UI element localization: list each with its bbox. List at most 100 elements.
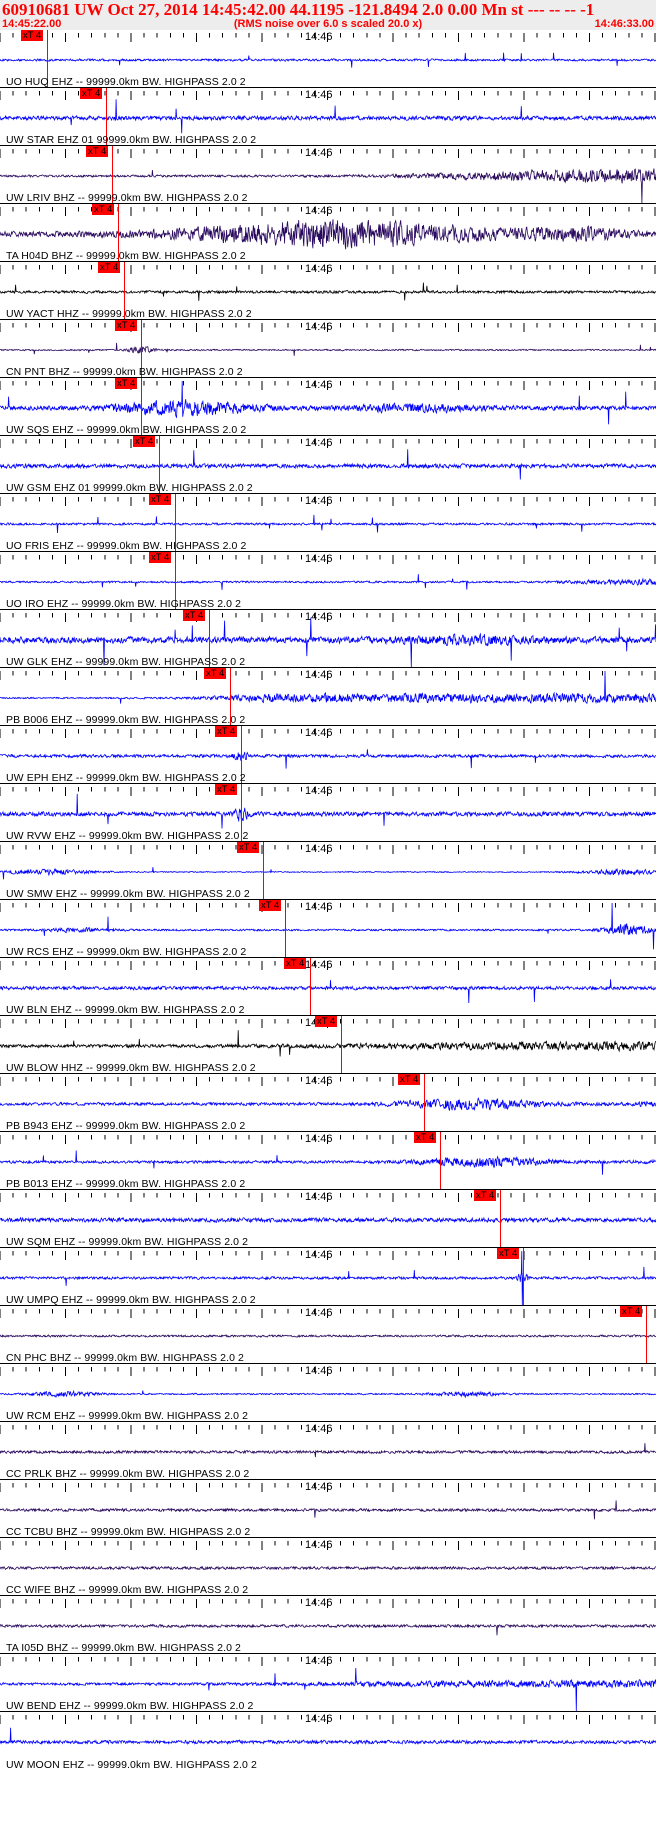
pick-badge[interactable]: xT 4 [86,146,109,157]
waveform-container [0,1190,656,1247]
trace-row[interactable]: 14:46 CC PRLK BHZ -- 99999.0km BW. HIGHPA… [0,1422,656,1480]
pick-marker-line[interactable] [424,1074,425,1131]
pick-badge[interactable]: xT 4 [215,784,238,795]
pick-marker-line[interactable] [175,494,176,551]
pick-marker-line[interactable] [209,610,210,667]
trace-row[interactable]: 14:46 xT 4 UO FRIS EHZ -- 99999.0km BW. HI… [0,494,656,552]
trace-row[interactable]: 14:46 xT 4 UW RVW EHZ -- 99999.0km BW. HIG… [0,784,656,842]
trace-row[interactable]: 14:46 xT 4 TA H04D BHZ -- 99999.0km BW. HI… [0,204,656,262]
trace-row[interactable]: 14:46 TA I05D BHZ -- 99999.0km BW. HIGHPA… [0,1596,656,1654]
pick-marker-line[interactable] [230,668,231,725]
pick-marker-line[interactable] [124,262,125,319]
pick-marker-line[interactable] [646,1306,647,1363]
pick-marker-line[interactable] [159,436,160,493]
pick-badge[interactable]: xT 4 [204,668,227,679]
pick-marker-line[interactable] [112,146,113,203]
pick-badge[interactable]: xT 4 [98,262,121,273]
trace-row[interactable]: 14:46 xT 4 UO HUQ EHZ -- 99999.0km BW. HIG… [0,30,656,88]
pick-marker-line[interactable] [263,842,264,899]
time-axis-ticks [0,381,656,390]
trace-row[interactable]: 14:46 xT 4 UW BLN EHZ -- 99999.0km BW. HIG… [0,958,656,1016]
pick-badge[interactable]: xT 4 [215,726,238,737]
pick-marker-line[interactable] [523,1248,524,1305]
pick-marker-line[interactable] [310,958,311,1015]
pick-marker-line[interactable] [47,30,48,87]
waveform-container [0,320,656,377]
trace-row[interactable]: 14:46 UW MOON EHZ -- 99999.0km BW. HIGHPA… [0,1712,656,1770]
trace-row[interactable]: 14:46 xT 4 PB B013 EHZ -- 99999.0km BW. HI… [0,1132,656,1190]
pick-badge[interactable]: xT 4 [620,1306,643,1317]
waveform-container [0,1596,656,1653]
trace-label: UW BEND EHZ -- 99999.0km BW. HIGHPASS 2.… [6,1700,254,1712]
pick-marker-line[interactable] [341,1016,342,1073]
pick-badge[interactable]: xT 4 [92,204,115,215]
pick-marker-line[interactable] [241,726,242,783]
waveform [0,380,656,425]
pick-badge[interactable]: xT 4 [149,494,172,505]
waveform [0,1216,656,1224]
pick-badge[interactable]: xT 4 [133,436,156,447]
trace-row[interactable]: 14:46 xT 4 UW UMPQ EHZ -- 99999.0km BW. HI… [0,1248,656,1306]
trace-row[interactable]: 14:46 xT 4 UW GLK EHZ -- 99999.0km BW. HIG… [0,610,656,668]
pick-badge[interactable]: xT 4 [259,900,282,911]
trace-label: UW BLOW HHZ -- 99999.0km BW. HIGHPASS 2.… [6,1062,256,1074]
pick-marker-line[interactable] [241,784,242,841]
trace-row[interactable]: 14:46 xT 4 UW GSM EHZ 01 99999.0km BW. HIG… [0,436,656,494]
pick-badge[interactable]: xT 4 [183,610,206,621]
waveform [0,670,656,705]
pick-badge[interactable]: xT 4 [149,552,172,563]
trace-row[interactable]: 14:46 xT 4 PB B006 EHZ -- 99999.0km BW. HI… [0,668,656,726]
trace-row[interactable]: 14:46 xT 4 UW SQS EHZ -- 99999.0km BW. HIG… [0,378,656,436]
trace-row[interactable]: 14:46 xT 4 CN PHC BHZ -- 99999.0km BW. HIG… [0,1306,656,1364]
trace-row[interactable]: 14:46 xT 4 PB B943 EHZ -- 99999.0km BW. HI… [0,1074,656,1132]
pick-badge[interactable]: xT 4 [474,1190,497,1201]
trace-row[interactable]: 14:46 xT 4 UW EPH EHZ -- 99999.0km BW. HIG… [0,726,656,784]
pick-badge[interactable]: xT 4 [414,1132,437,1143]
pick-marker-line[interactable] [141,378,142,435]
pick-marker-line[interactable] [175,552,176,609]
pick-marker-line[interactable] [141,320,142,377]
pick-badge[interactable]: xT 4 [115,320,138,331]
waveform-container [0,900,656,957]
pick-marker-line[interactable] [440,1132,441,1189]
time-axis [0,610,656,622]
trace-row[interactable]: 14:46 xT 4 UW LRIV BHZ -- 99999.0km BW. HI… [0,146,656,204]
pick-marker-line[interactable] [285,900,286,957]
pick-badge[interactable]: xT 4 [497,1248,520,1259]
trace-row[interactable]: 14:46 xT 4 UW SMW EHZ -- 99999.0km BW. HIG… [0,842,656,900]
waveform [0,1030,656,1057]
trace-row[interactable]: 14:46 CC TCBU BHZ -- 99999.0km BW. HIGHPA… [0,1480,656,1538]
time-tick-label: 14:46 [305,785,333,797]
waveform [0,1500,656,1520]
waveform [0,1727,656,1745]
waveform [0,1565,656,1571]
trace-row[interactable]: 14:46 xT 4 UO IRO EHZ -- 99999.0km BW. HIG… [0,552,656,610]
pick-badge[interactable]: xT 4 [237,842,260,853]
time-axis-ticks [0,1193,656,1202]
trace-row[interactable]: 14:46 CC WIFE BHZ -- 99999.0km BW. HIGHPA… [0,1538,656,1596]
trace-label: UW SMW EHZ -- 99999.0km BW. HIGHPASS 2.0… [6,888,250,900]
pick-marker-line[interactable] [500,1190,501,1247]
trace-label: UO IRO EHZ -- 99999.0km BW. HIGHPASS 2.0… [6,598,242,610]
time-axis [0,1074,656,1086]
trace-row[interactable]: 14:46 xT 4 UW STAR EHZ 01 99999.0km BW. HI… [0,88,656,146]
time-axis [0,1596,656,1608]
pick-badge[interactable]: xT 4 [284,958,307,969]
pick-badge[interactable]: xT 4 [80,88,103,99]
pick-badge[interactable]: xT 4 [315,1016,338,1027]
pick-badge[interactable]: xT 4 [21,30,44,41]
pick-badge[interactable]: xT 4 [398,1074,421,1085]
trace-row[interactable]: 14:46 xT 4 UW YACT HHZ -- 99999.0km BW. HI… [0,262,656,320]
pick-badge[interactable]: xT 4 [115,378,138,389]
trace-row[interactable]: 14:46 xT 4 UW RCS EHZ -- 99999.0km BW. HIG… [0,900,656,958]
trace-row[interactable]: 14:46 xT 4 UW SQM EHZ -- 99999.0km BW. HIG… [0,1190,656,1248]
trace-row[interactable]: 14:46 xT 4 CN PNT BHZ -- 99999.0km BW. HIG… [0,320,656,378]
trace-row[interactable]: 14:46 UW RCM EHZ -- 99999.0km BW. HIGHPAS… [0,1364,656,1422]
pick-marker-line[interactable] [118,204,119,261]
waveform [0,1667,656,1711]
trace-label: TA I05D BHZ -- 99999.0km BW. HIGHPASS 2.… [6,1642,241,1654]
time-tick-label: 14:46 [305,1597,333,1609]
pick-marker-line[interactable] [106,88,107,145]
trace-row[interactable]: 14:46 UW BEND EHZ -- 99999.0km BW. HIGHPA… [0,1654,656,1712]
